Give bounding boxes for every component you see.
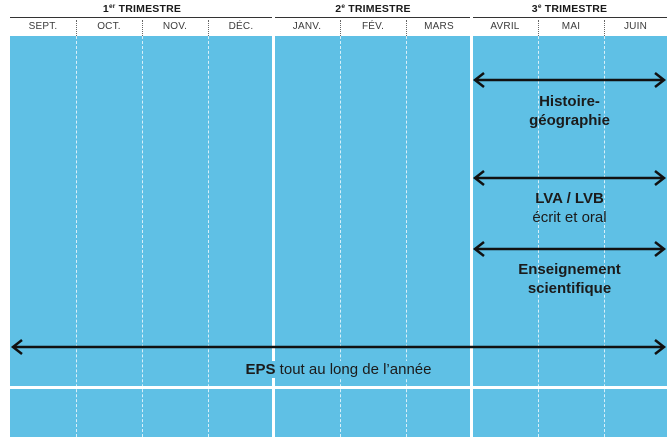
lva-span-arrow <box>472 170 667 186</box>
month-divider <box>406 20 407 36</box>
trimester-separator <box>272 36 275 437</box>
month-label: DÉC. <box>228 21 254 32</box>
trimester-2-heading: 2e TRIMESTRE <box>274 3 472 17</box>
eps-span-arrow <box>10 339 667 355</box>
month-label: JUIN <box>623 21 648 32</box>
trimester-1-heading: 1er TRIMESTRE <box>10 3 274 17</box>
exam-calendar: 1er TRIMESTRE 2e TRIMESTRE 3e TRIMESTRE … <box>10 0 667 437</box>
lva-label: LVA / LVB écrit et oral <box>472 189 667 227</box>
trimester-separator <box>470 36 473 437</box>
eps-label-text: EPS tout au long de l’année <box>241 361 436 378</box>
eps-label: EPS tout au long de l’année <box>10 360 667 379</box>
month-gridline <box>406 36 407 437</box>
trimester-label: TRIMESTRE <box>348 3 411 15</box>
month-label: OCT. <box>97 21 121 32</box>
month-divider <box>604 20 605 36</box>
trimester-3-heading: 3e TRIMESTRE <box>472 3 667 17</box>
month-gridline <box>538 36 539 437</box>
month-label: AVRIL <box>490 21 520 32</box>
histoire-span-arrow <box>472 72 667 88</box>
month-gridline <box>340 36 341 437</box>
month-divider <box>340 20 341 36</box>
trimester-1-rule <box>10 17 272 18</box>
trimester-number: 3 <box>531 3 538 15</box>
lva-title: LVA / LVB <box>535 190 604 207</box>
month-label: MAI <box>561 21 581 32</box>
lva-subtitle: écrit et oral <box>532 209 607 226</box>
trimester-label: TRIMESTRE <box>544 3 608 15</box>
eps-label-rest: tout au long de l’année <box>275 361 432 378</box>
trimester-ordinal: er <box>108 3 116 10</box>
enseignement-span-arrow <box>472 241 667 257</box>
enseignement-label: Enseignement scientifique <box>472 260 667 298</box>
trimester-number: 2 <box>335 3 342 15</box>
enseignement-line-1: Enseignement <box>518 261 621 278</box>
histoire-line-1: Histoire- <box>539 93 600 110</box>
month-gridline <box>76 36 77 437</box>
month-label: FÉV. <box>361 21 385 32</box>
month-label: NOV. <box>162 21 188 32</box>
month-label: MARS <box>424 21 454 32</box>
trimester-2-rule <box>275 17 470 18</box>
trimester-ordinal: e <box>341 3 346 10</box>
month-gridline <box>604 36 605 437</box>
month-divider <box>538 20 539 36</box>
trimester-number: 1 <box>102 3 109 15</box>
eps-label-bold: EPS <box>245 361 276 378</box>
enseignement-line-2: scientifique <box>527 280 612 297</box>
month-divider <box>208 20 209 36</box>
month-gridline <box>142 36 143 437</box>
month-divider <box>76 20 77 36</box>
calendar-header: 1er TRIMESTRE 2e TRIMESTRE 3e TRIMESTRE … <box>10 0 667 36</box>
trimester-ordinal: e <box>537 3 542 10</box>
month-divider <box>142 20 143 36</box>
month-label: SEPT. <box>28 21 58 32</box>
histoire-label: Histoire- géographie <box>472 92 667 130</box>
month-gridline <box>208 36 209 437</box>
trimester-3-rule <box>473 17 667 18</box>
histoire-line-2: géographie <box>529 112 610 129</box>
band-gap <box>10 386 667 389</box>
month-label: JANV. <box>292 21 322 32</box>
trimester-label: TRIMESTRE <box>118 3 182 15</box>
